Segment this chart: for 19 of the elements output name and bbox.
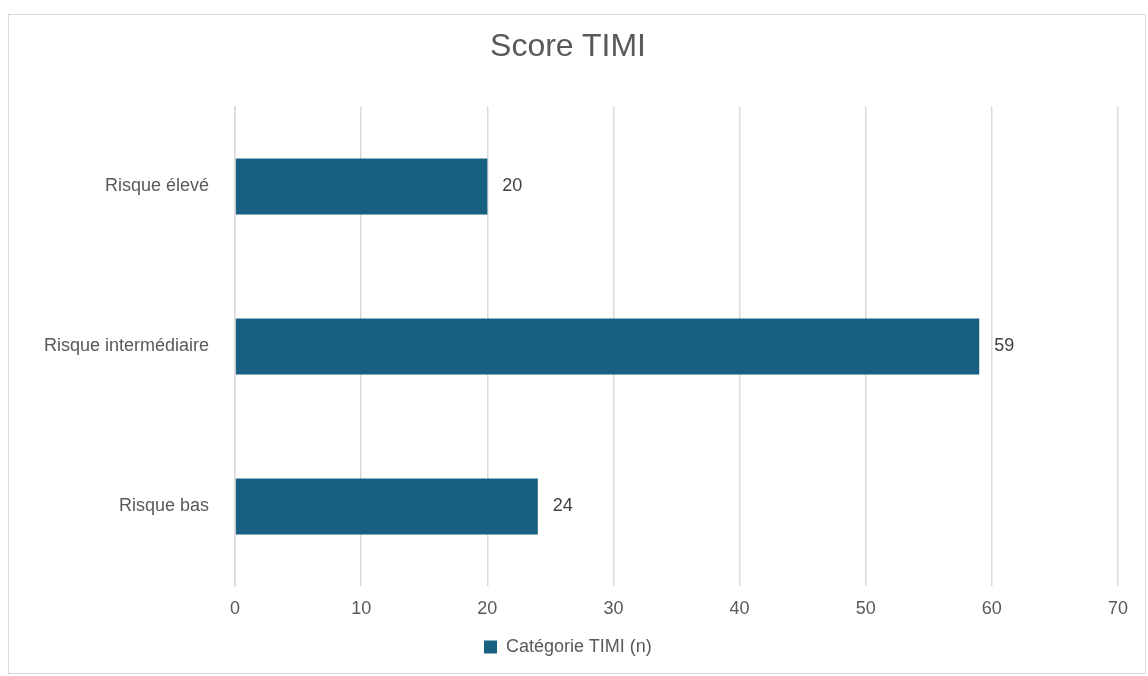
x-tick-label: 70 <box>1107 598 1129 619</box>
chart-title: Score TIMI <box>490 27 646 64</box>
x-tick-label: 10 <box>351 598 372 619</box>
x-tick-label: 30 <box>603 598 624 619</box>
y-tick-label: Risque élevé <box>105 175 210 196</box>
x-tick-label: 20 <box>477 598 498 619</box>
data-label: 24 <box>552 495 573 516</box>
x-tick-label: 50 <box>855 598 876 619</box>
data-label: 59 <box>994 335 1015 356</box>
x-tick-label: 40 <box>729 598 750 619</box>
x-tick-label: 60 <box>981 598 1002 619</box>
bar <box>235 318 980 375</box>
bar <box>235 158 488 215</box>
bar <box>235 478 538 535</box>
x-tick-label: 0 <box>230 598 241 619</box>
y-tick-label: Risque intermédiaire <box>44 335 210 356</box>
data-label: 20 <box>502 175 523 196</box>
legend-label: Catégorie TIMI (n) <box>505 635 652 656</box>
y-tick-label: Risque bas <box>119 495 210 516</box>
